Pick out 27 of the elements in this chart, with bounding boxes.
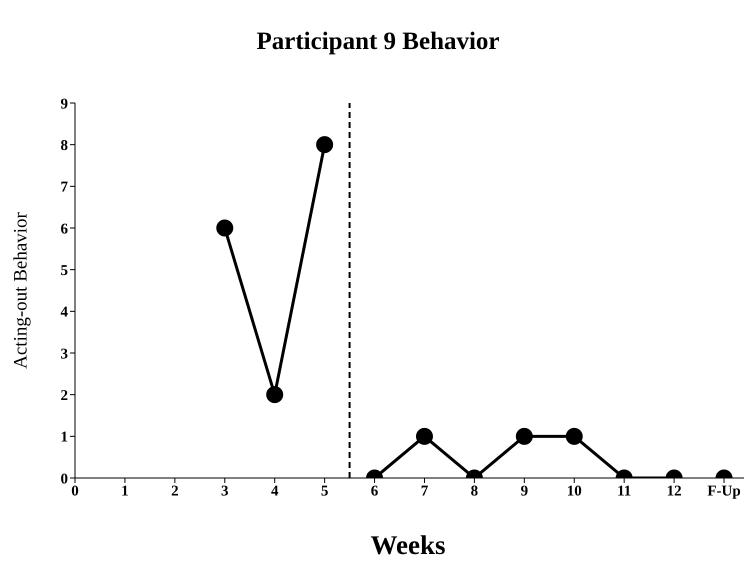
- y-tick-label: 8: [60, 138, 68, 154]
- x-tick-label: 1: [121, 484, 129, 500]
- x-tick-label: 8: [470, 484, 478, 500]
- y-tick-label: 3: [60, 346, 68, 362]
- y-tick-label: 6: [60, 221, 68, 238]
- x-tick-label: 3: [221, 484, 229, 500]
- x-tick-label: 11: [617, 484, 632, 500]
- x-tick-label: 2: [171, 484, 179, 500]
- chart-title: Participant 9 Behavior: [255, 28, 501, 56]
- x-tick-label: 7: [420, 484, 429, 500]
- y-axis-title: Acting-out Behavior: [10, 211, 32, 369]
- x-tick-label: 4: [270, 484, 279, 500]
- x-tick-label: 12: [666, 484, 682, 500]
- x-axis-title: Weeks: [369, 530, 446, 561]
- y-tick-label: 5: [60, 262, 68, 279]
- y-tick-label: 4: [60, 304, 68, 321]
- x-tick-label: 6: [370, 484, 379, 500]
- y-tick-label: 2: [60, 388, 68, 404]
- x-tick-label: 5: [320, 484, 328, 500]
- y-tick-label: 0: [60, 471, 68, 488]
- y-tick-label: 7: [60, 180, 68, 196]
- y-tick-label: 9: [60, 96, 68, 112]
- y-tick-label: 1: [60, 430, 68, 446]
- x-tick-label: 0: [71, 484, 79, 500]
- x-tick-label: 10: [566, 484, 582, 500]
- x-tick-label: 9: [520, 484, 528, 500]
- x-tick-label: F-Up: [707, 484, 741, 500]
